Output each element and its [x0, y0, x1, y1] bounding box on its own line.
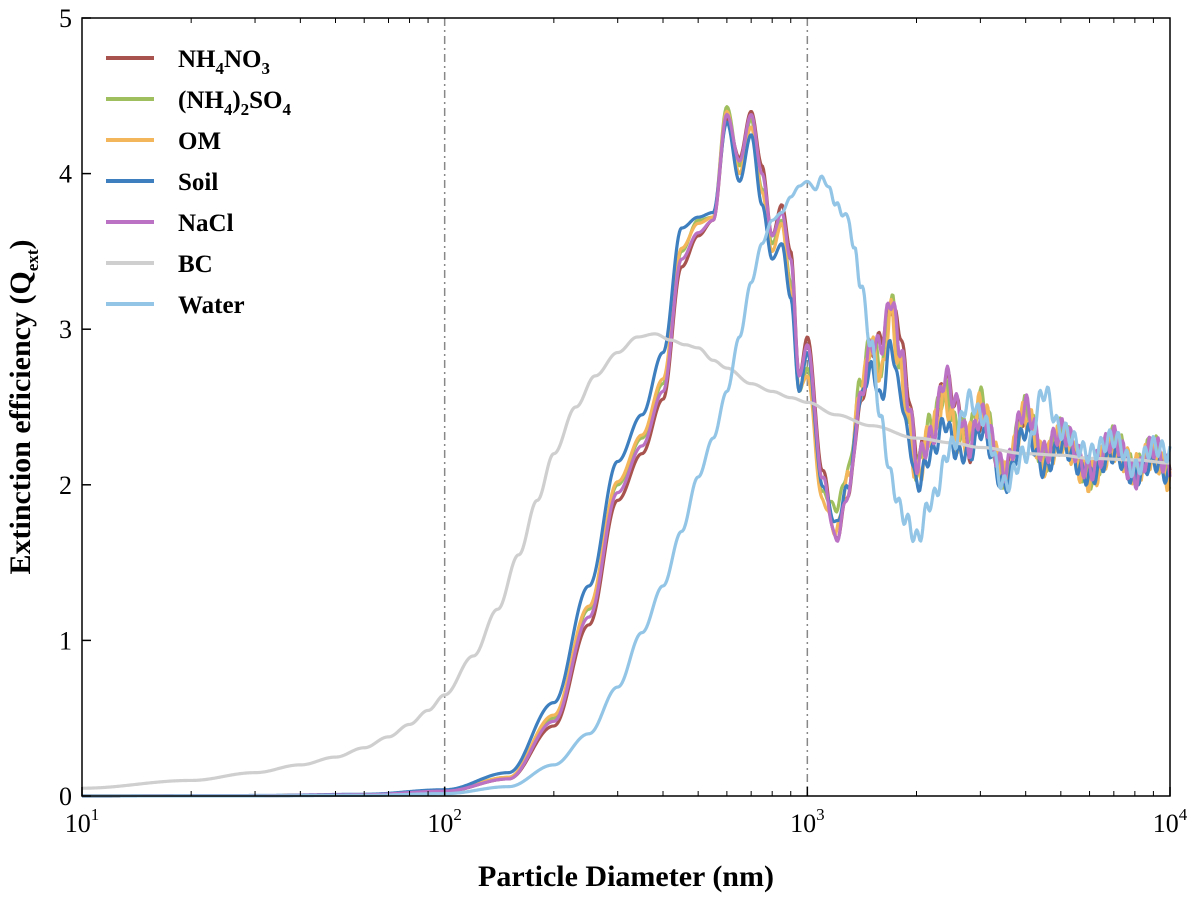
- plot-frame: [81, 17, 1171, 797]
- x-tick-label: 102: [427, 805, 462, 838]
- y-tick-label: 3: [59, 315, 72, 344]
- legend-item: NH4NO3: [106, 46, 270, 78]
- y-axis-ticks: 0 1 2 3 4 5: [59, 4, 91, 811]
- reference-lines: [443, 18, 809, 796]
- legend-item: NaCl: [106, 210, 234, 237]
- legend-label: Soil: [178, 169, 218, 196]
- x-tick-label: 101: [65, 805, 100, 838]
- legend: NH4NO3 (NH4)2SO4 OM Soil NaCl BC Water: [106, 46, 292, 319]
- x-tick-label: 103: [790, 805, 825, 838]
- legend-item: Soil: [106, 169, 218, 196]
- x-axis-label: Particle Diameter (nm): [478, 860, 774, 893]
- y-tick-label: 1: [59, 626, 72, 655]
- legend-item: Water: [106, 292, 245, 319]
- legend-item: BC: [106, 251, 213, 278]
- legend-item: (NH4)2SO4: [106, 87, 292, 119]
- legend-label: NaCl: [178, 210, 234, 237]
- legend-label: (NH4)2SO4: [178, 87, 292, 119]
- y-axis-label: Extinction efficiency (Qext): [4, 240, 42, 575]
- legend-label: Water: [178, 292, 245, 319]
- legend-item: OM: [106, 128, 221, 155]
- plot-background: [82, 18, 1170, 796]
- y-tick-label: 2: [59, 471, 72, 500]
- x-axis-ticks: 101 102 103 104: [65, 18, 1188, 838]
- legend-label: NH4NO3: [178, 46, 270, 78]
- legend-label: OM: [178, 128, 221, 155]
- series-line: [81, 332, 1171, 790]
- y-tick-label: 0: [59, 782, 72, 811]
- legend-label: BC: [178, 251, 213, 278]
- x-tick-label: 104: [1153, 805, 1188, 838]
- y-tick-label: 4: [59, 160, 72, 189]
- y-tick-label: 5: [59, 4, 72, 33]
